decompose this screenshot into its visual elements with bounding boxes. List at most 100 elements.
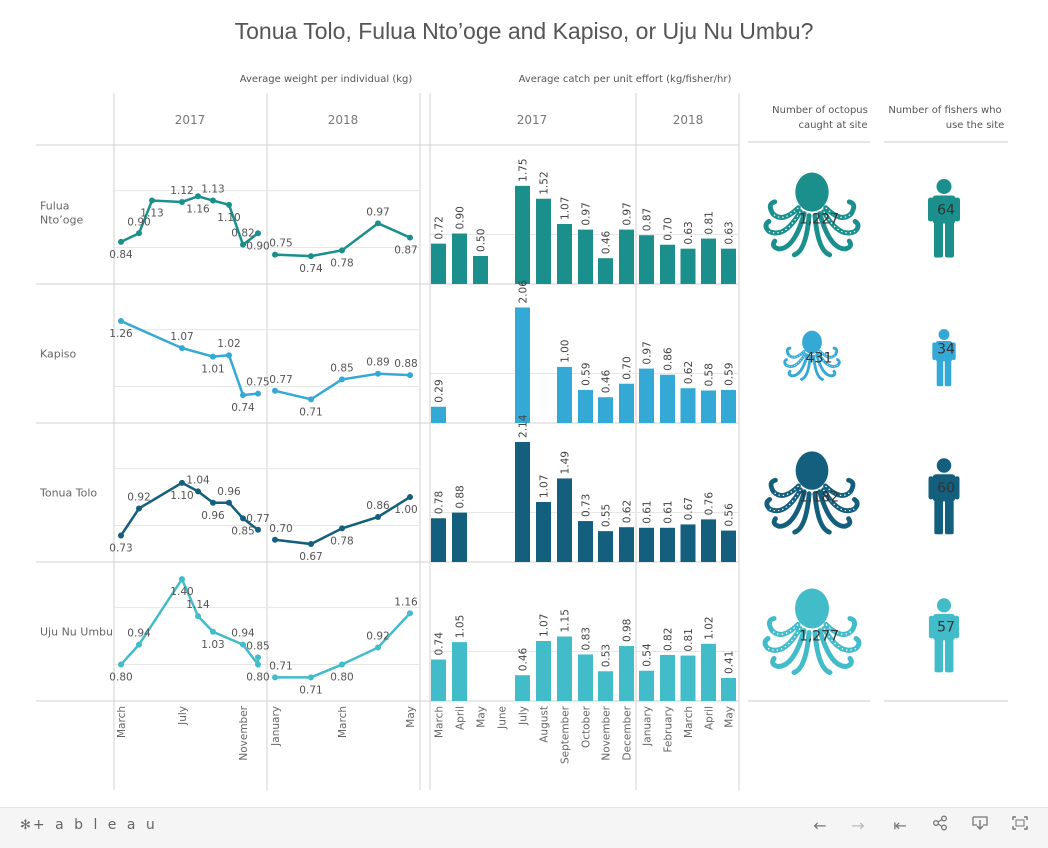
revert-icon[interactable]: ⇤: [893, 816, 907, 835]
weight-data-label: 1.00: [394, 504, 417, 516]
cpue-data-label: 0.63: [683, 221, 695, 244]
weight-point: [240, 641, 246, 648]
cpue-data-label: 0.98: [622, 619, 634, 642]
cpue-data-label: 0.97: [622, 202, 634, 225]
cpue-data-label: 0.46: [601, 370, 613, 394]
cpue-data-label: 1.07: [539, 475, 551, 498]
weight-data-label: 0.96: [217, 486, 241, 498]
row-label: Kapiso: [40, 348, 77, 361]
weight-point: [195, 488, 201, 495]
cpue-data-label: 1.52: [539, 171, 551, 194]
weight-data-label: 0.86: [366, 500, 390, 512]
weight-point: [179, 198, 185, 205]
cpue-bar: [619, 527, 634, 562]
download-icon[interactable]: [968, 815, 992, 837]
chart-title: Tonua Tolo, Fulua Nto’oge and Kapiso, or…: [234, 18, 814, 44]
cpue-bar: [639, 670, 654, 701]
toolbar: ✻ + a b l e a u ← → ⇤: [0, 807, 1048, 848]
weight-data-label: 0.92: [127, 491, 150, 503]
weight-point: [272, 674, 278, 681]
weight-data-label: 0.84: [109, 249, 133, 261]
cpue-data-label: 1.00: [560, 340, 572, 363]
weight-data-label: 0.88: [394, 358, 417, 370]
weight-data-label: 1.16: [186, 203, 210, 215]
weight-data-label: 0.80: [330, 672, 353, 684]
cpue-bar: [515, 307, 530, 423]
weight-data-label: 1.14: [186, 599, 210, 611]
cpue-data-label: 0.70: [622, 356, 634, 379]
x-tick-label: March: [683, 706, 695, 738]
fishers-header: use the site: [946, 120, 1005, 131]
cpue-bar: [578, 229, 593, 284]
x-tick-label: October: [581, 705, 593, 748]
weight-data-label: 1.04: [186, 474, 210, 486]
weight-point: [226, 499, 232, 506]
weight-data-label: 1.13: [201, 184, 224, 196]
cpue-bar: [639, 235, 654, 284]
weight-data-label: 1.16: [394, 596, 418, 608]
year-label: 2017: [175, 113, 206, 127]
weight-data-label: 0.82: [231, 228, 254, 240]
cpue-data-label: 0.59: [724, 363, 736, 386]
weight-data-label: 0.74: [231, 402, 255, 414]
weight-data-label: 0.89: [366, 357, 389, 369]
octopus-count: 1,182: [799, 490, 839, 506]
fishers-header: Number of fishers who: [888, 105, 1001, 116]
weight-point: [240, 241, 246, 248]
octopus-count: 431: [806, 351, 833, 367]
cpue-data-label: 2.14: [518, 414, 530, 438]
cpue-data-label: 0.46: [601, 231, 613, 255]
cpue-bar: [515, 675, 530, 701]
cpue-data-label: 0.62: [683, 361, 695, 384]
dashboard-chart: Average weight per individual (kg) Averag…: [36, 74, 1008, 790]
cpue-data-label: 1.75: [518, 158, 530, 181]
cpue-data-label: 0.86: [663, 347, 675, 371]
octopus-count: 1,227: [799, 212, 839, 228]
x-tick-label: January: [642, 706, 654, 747]
weight-point: [118, 238, 124, 245]
cpue-bar: [639, 368, 654, 423]
undo-icon[interactable]: ←: [813, 816, 827, 835]
cpue-bar: [721, 389, 736, 423]
octopus-header: Number of octopus: [772, 105, 868, 116]
fisher-count: 57: [937, 620, 955, 636]
weight-point: [308, 541, 314, 548]
cpue-data-label: 0.90: [455, 206, 467, 229]
weight-data-label: 0.96: [201, 510, 225, 522]
cpue-bar: [680, 655, 696, 701]
cpue-bar: [557, 223, 572, 284]
weight-data-label: 0.85: [246, 640, 269, 652]
weight-data-label: 0.71: [299, 684, 322, 696]
cpue-bar: [598, 258, 613, 284]
cpue-bar: [578, 521, 593, 562]
x-tick-label: September: [560, 705, 572, 764]
weight-point: [210, 353, 216, 360]
tableau-logo[interactable]: ✻ + a b l e a u: [20, 817, 158, 833]
weight-point: [375, 513, 381, 520]
year-label: 2018: [328, 113, 359, 127]
x-tick-label: March: [434, 706, 446, 738]
cpue-bar: [660, 374, 675, 423]
cpue-data-label: 0.62: [622, 500, 634, 523]
cpue-bar: [452, 233, 467, 284]
weight-point: [179, 479, 185, 486]
weight-data-label: 0.75: [246, 377, 269, 389]
fullscreen-icon[interactable]: [1008, 815, 1032, 837]
cpue-bar: [431, 406, 446, 423]
redo-icon[interactable]: →: [851, 816, 865, 835]
cpue-bar: [660, 527, 675, 562]
weight-point: [375, 220, 381, 227]
weight-data-label: 1.02: [217, 338, 240, 350]
cpue-data-label: 2.06: [518, 280, 530, 304]
share-icon[interactable]: [928, 815, 952, 837]
weight-data-label: 1.07: [170, 331, 193, 343]
weight-point: [272, 536, 278, 543]
octopus-icon: [763, 172, 861, 258]
weight-data-label: 1.40: [170, 586, 193, 598]
weight-point: [210, 499, 216, 506]
weight-data-label: 1.01: [201, 364, 224, 376]
cpue-data-label: 0.70: [663, 217, 675, 240]
person-icon: [932, 328, 956, 387]
weight-data-label: 0.75: [269, 238, 292, 250]
cpue-bar: [557, 478, 572, 562]
